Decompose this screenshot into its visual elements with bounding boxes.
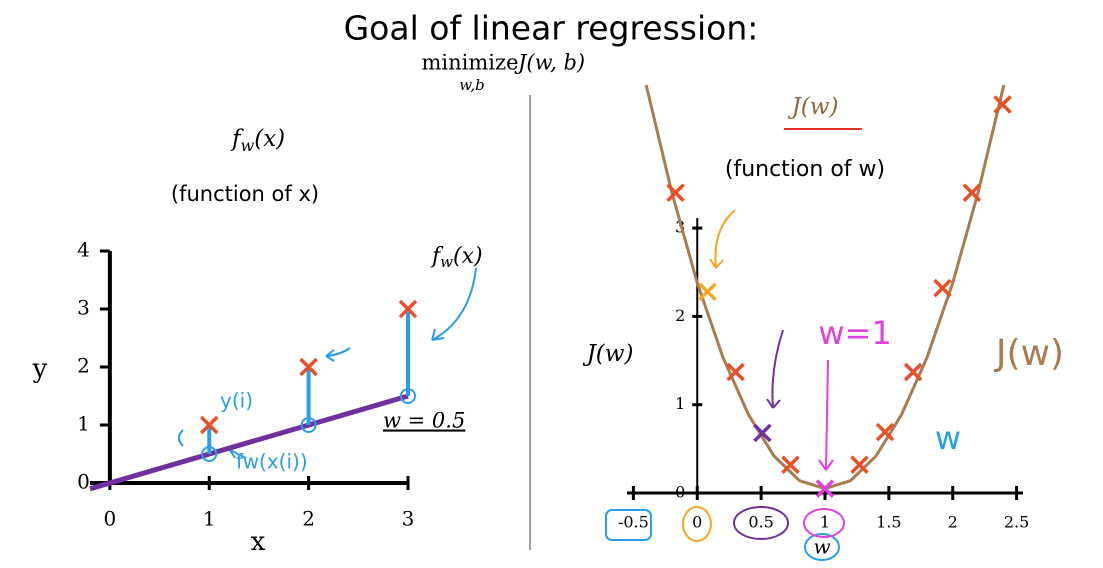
data-point	[781, 455, 800, 474]
subtitle-func: J(w, b)	[514, 51, 585, 75]
y-tick-label: 2	[675, 306, 685, 325]
data-point	[962, 183, 982, 203]
hand-arrow	[709, 209, 736, 269]
y-tick-label: 2	[77, 354, 90, 378]
x-tick-label: 1.5	[876, 513, 901, 532]
hand-circle	[682, 506, 712, 542]
data-point	[726, 362, 745, 382]
left-subtitle: (function of x)	[171, 182, 319, 206]
data-point	[299, 357, 318, 377]
hand-arrow	[818, 359, 834, 471]
x-tick-label: 2	[948, 513, 958, 532]
subtitle-sub: w,b	[459, 76, 484, 94]
x-tick-label: 1	[203, 507, 216, 531]
x-tick-label: 0.5	[748, 513, 773, 532]
data-point	[200, 415, 219, 435]
data-point	[993, 95, 1012, 114]
x-axis-label: w	[813, 535, 830, 559]
x-tick-label: 0	[104, 507, 117, 531]
line-label: fw(x)	[430, 244, 483, 271]
data-point	[698, 282, 717, 301]
hand-circle	[803, 508, 845, 538]
prediction	[400, 388, 416, 404]
w-annotation: w = 0.5	[383, 409, 465, 433]
y-tick-label: 1	[675, 394, 685, 413]
hand-annotation: J(w)	[994, 333, 1064, 374]
y-i-annotation: y(i)	[220, 389, 253, 413]
data-point	[933, 278, 952, 298]
right-title: J(w)	[788, 94, 839, 120]
y-tick-label: 0	[77, 470, 90, 494]
f-x-i-annotation: fw(x(i))	[236, 450, 308, 474]
y-tick-label: 4	[77, 238, 90, 262]
data-point	[850, 455, 869, 474]
slide-title: Goal of linear regression:	[344, 9, 759, 48]
y-axis-label: y	[32, 354, 48, 384]
x-axis-label: x	[251, 527, 266, 557]
x-tick-label: 1	[820, 513, 830, 532]
data-point	[398, 299, 418, 319]
hand-circle	[605, 509, 652, 541]
hand-arrow	[766, 329, 784, 409]
data-point	[903, 362, 923, 382]
data-point	[666, 183, 685, 203]
prediction	[300, 417, 317, 433]
y-axis-label: J(w)	[583, 341, 634, 367]
subtitle-text: minimize	[422, 51, 519, 75]
x-tick-label: -0.5	[618, 513, 649, 532]
y-tick-label: 1	[77, 412, 90, 436]
data-point	[815, 479, 835, 498]
regression-line	[89, 393, 409, 492]
x-tick-label: 0	[692, 513, 702, 532]
y-tick-label: 3	[77, 296, 90, 320]
x-tick-label: 2.5	[1004, 513, 1029, 532]
right-subtitle: (function of w)	[725, 157, 885, 182]
data-point	[875, 422, 895, 442]
hand-circle	[733, 506, 789, 540]
hand-annotation: w	[935, 419, 961, 457]
data-point	[753, 423, 772, 443]
left-title: fw(x)	[230, 126, 285, 155]
prediction	[201, 446, 218, 462]
x-tick-label: 2	[302, 507, 315, 531]
hand-circle	[804, 533, 840, 561]
y-tick-label: 0	[675, 483, 685, 502]
hand-arrows-left	[178, 267, 477, 459]
hand-annotation: w=1	[818, 314, 891, 352]
x-tick-label: 3	[402, 507, 415, 531]
